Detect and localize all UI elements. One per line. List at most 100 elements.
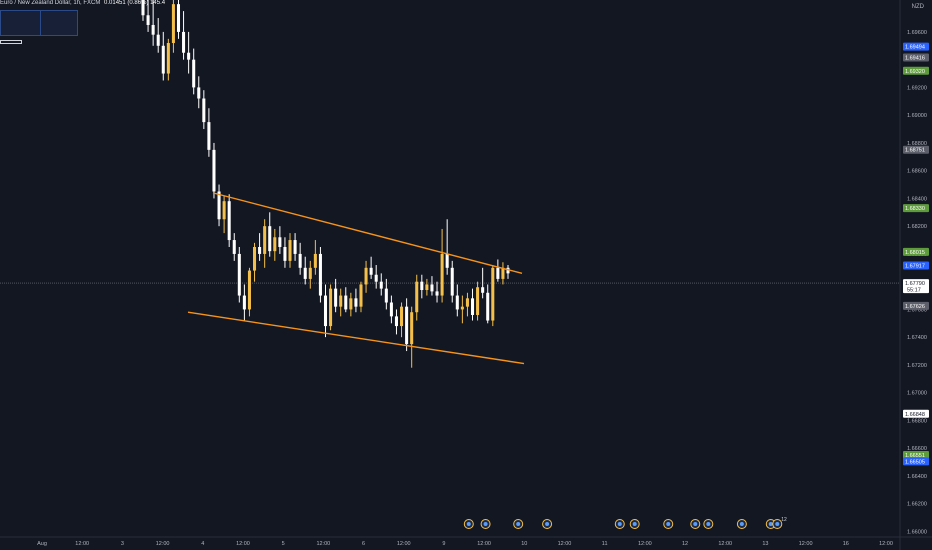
- candle-body: [445, 253, 449, 268]
- candle-body: [374, 274, 378, 282]
- candle-body: [323, 295, 328, 327]
- candle-body: [481, 287, 485, 293]
- candle-body: [435, 291, 439, 296]
- candle-body: [359, 284, 363, 307]
- y-tick-label: 1.68400: [907, 196, 927, 202]
- x-tick-label: 12: [682, 541, 688, 547]
- candle-body: [232, 240, 236, 254]
- candle-body: [496, 267, 500, 279]
- price-badge-label: 1.67790: [905, 281, 925, 287]
- x-tick-label: 6: [362, 541, 365, 547]
- y-tick-label: 1.69000: [907, 113, 927, 119]
- price-badge: [903, 301, 929, 310]
- currency-label: NZD: [911, 4, 924, 10]
- candle-body: [278, 237, 282, 247]
- candle-body: [460, 306, 464, 310]
- price-badge-label: 1.69320: [905, 69, 925, 75]
- event-icon-dot: [775, 522, 780, 526]
- y-tick-label: 1.67000: [907, 391, 927, 397]
- candle-body: [389, 302, 393, 317]
- event-icon-dot: [706, 522, 711, 526]
- price-badge-label: 1.66848: [905, 412, 925, 418]
- candle-body: [410, 312, 414, 345]
- y-tick-label: 1.69200: [907, 85, 927, 91]
- price-badge: [903, 261, 929, 270]
- candle-body: [420, 281, 424, 291]
- x-tick-label: 12:00: [236, 541, 250, 547]
- y-tick-label: 1.68600: [907, 169, 927, 175]
- y-tick-label: 1.66200: [907, 502, 927, 508]
- price-badge-label: 1.66551: [905, 453, 925, 459]
- candle-body: [318, 253, 322, 296]
- candle-body: [253, 246, 257, 271]
- candle-body: [400, 306, 404, 327]
- candle-body: [298, 253, 302, 268]
- event-icon-dot: [666, 522, 671, 526]
- buy-sell-panel[interactable]: [0, 10, 78, 36]
- candle-body: [349, 298, 353, 310]
- event-icon-dot: [617, 522, 622, 526]
- candle-body: [491, 267, 495, 321]
- candle-body: [405, 306, 409, 345]
- candle-body: [313, 253, 317, 268]
- event-icon-dot: [768, 522, 773, 526]
- candle-body: [268, 226, 272, 252]
- price-badge: [903, 279, 929, 294]
- price-badge-label: 1.67626: [905, 304, 925, 310]
- price-badge: [903, 42, 929, 51]
- candle-body: [202, 98, 206, 123]
- event-icon-dot: [545, 522, 550, 526]
- price-badge: [903, 450, 929, 459]
- collapse-button[interactable]: [0, 40, 22, 44]
- candle-body: [329, 288, 333, 327]
- x-tick-label: 12:00: [799, 541, 813, 547]
- candle-body: [425, 284, 429, 291]
- candle-body: [415, 281, 419, 313]
- candle-body: [207, 122, 211, 150]
- x-tick-label: 12:00: [718, 541, 732, 547]
- candle-body: [171, 4, 175, 44]
- candle-body: [334, 288, 338, 307]
- x-tick-label: 12:00: [879, 541, 893, 547]
- candle-body: [227, 201, 231, 241]
- x-tick-label: 4: [201, 541, 204, 547]
- chart-header: Euro / New Zealand Dollar, 1h, FXCM 0.01…: [0, 0, 167, 6]
- y-tick-label: 1.66400: [907, 474, 927, 480]
- candle-body: [379, 281, 383, 289]
- price-change: 0.01451 (0.86%) 145.4: [104, 0, 166, 6]
- price-badge: [903, 409, 929, 418]
- candle-body: [237, 253, 241, 296]
- candle-body: [187, 52, 191, 60]
- candle-body: [283, 246, 287, 261]
- x-tick-label: Aug: [37, 541, 47, 547]
- candle-body: [465, 298, 469, 307]
- event-icon-dot: [693, 522, 698, 526]
- event-icon-dot: [483, 522, 488, 526]
- x-tick-label: 9: [442, 541, 445, 547]
- price-badge: [903, 145, 929, 154]
- candle-body: [222, 201, 226, 220]
- trendline-lower: [187, 311, 525, 365]
- candle-body: [151, 24, 155, 35]
- price-badge: [903, 66, 929, 75]
- candle-body: [308, 267, 312, 279]
- symbol-title[interactable]: Euro / New Zealand Dollar, 1h, FXCM: [0, 0, 101, 6]
- candle-body: [303, 267, 307, 279]
- candle-body: [339, 295, 343, 307]
- candle-body: [146, 15, 150, 25]
- y-tick-label: 1.66600: [907, 446, 927, 452]
- y-tick-label: 1.67200: [907, 363, 927, 369]
- price-badge: [903, 457, 929, 466]
- price-badge-label: 1.68751: [905, 148, 925, 154]
- event-icon-dot: [632, 522, 637, 526]
- price-badge-label: 1.68330: [905, 206, 925, 212]
- candle-body: [212, 149, 216, 192]
- price-badge-label: 1.69494: [905, 45, 925, 51]
- price-badge-label: 1.66505: [905, 459, 925, 465]
- candle-body: [197, 87, 201, 99]
- x-tick-label: 11: [602, 541, 608, 547]
- candle-body: [384, 288, 388, 303]
- candle-body: [161, 45, 165, 74]
